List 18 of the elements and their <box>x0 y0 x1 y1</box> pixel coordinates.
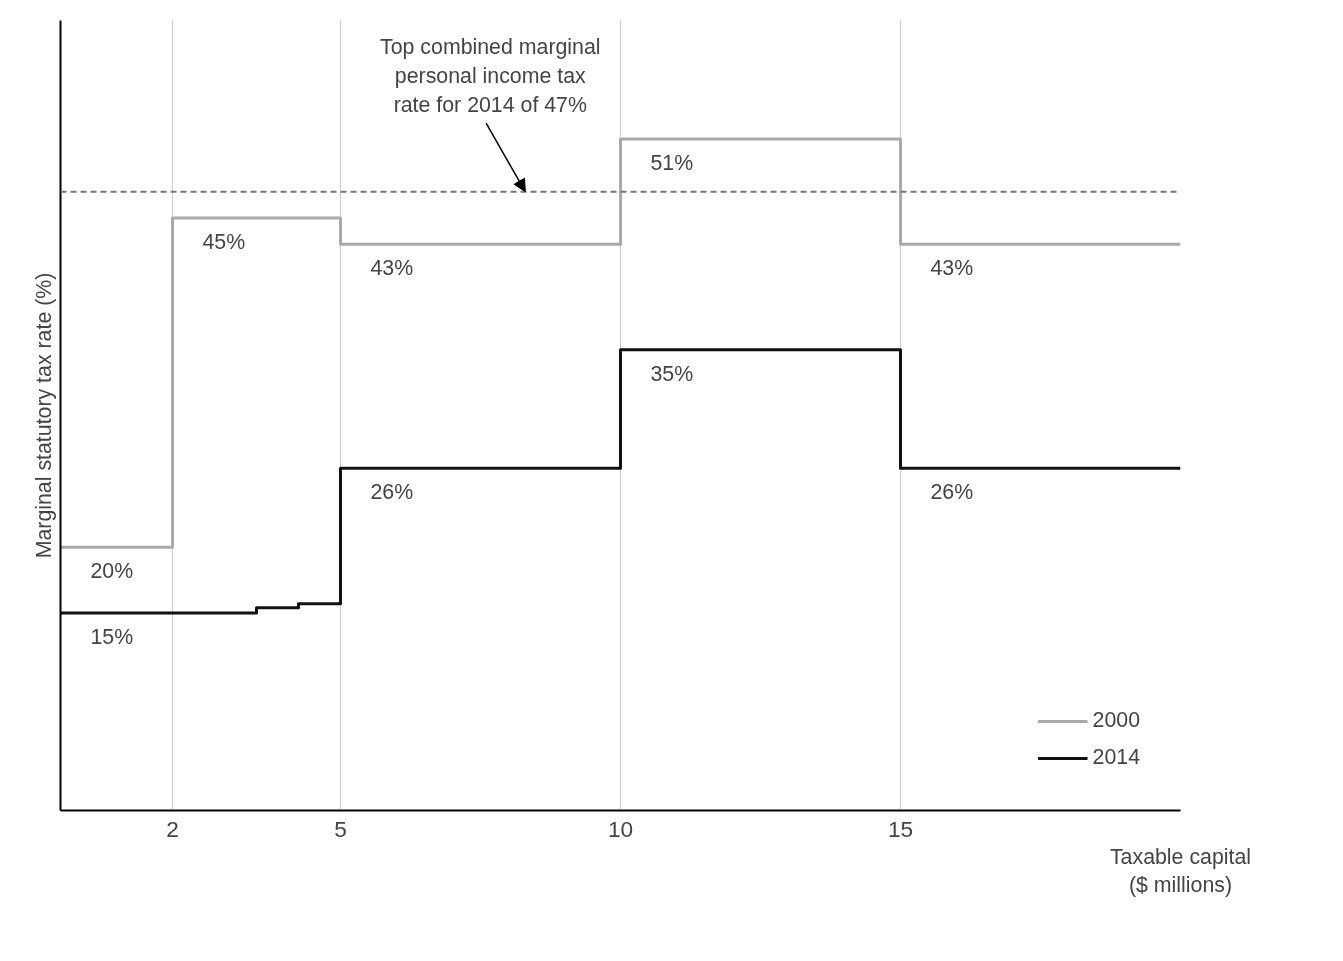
data-label: 15% <box>90 625 134 649</box>
annotation: Top combined marginal personal income tax rate for 2014 of 47% <box>380 35 601 117</box>
data-label: 45% <box>202 230 246 254</box>
legend-label: 2000 <box>1092 708 1140 733</box>
data-label: 26% <box>930 480 974 505</box>
x-axis-title: Taxable capital ($ millions) <box>1109 844 1252 898</box>
x-tick-label: 2 <box>166 815 179 842</box>
x-tick-label: 5 <box>334 815 347 842</box>
data-label: 43% <box>930 256 974 281</box>
x-tick-label: 10 <box>607 815 634 842</box>
legend-label: 2014 <box>1092 745 1140 770</box>
data-label: 51% <box>650 151 694 175</box>
data-label: 35% <box>650 361 694 386</box>
data-label: 26% <box>370 480 414 505</box>
data-label: 43% <box>370 256 414 281</box>
y-axis-title: Marginal statutory tax rate (%) <box>31 272 56 559</box>
x-tick-label: 15 <box>887 815 914 842</box>
data-label: 20% <box>90 559 134 584</box>
